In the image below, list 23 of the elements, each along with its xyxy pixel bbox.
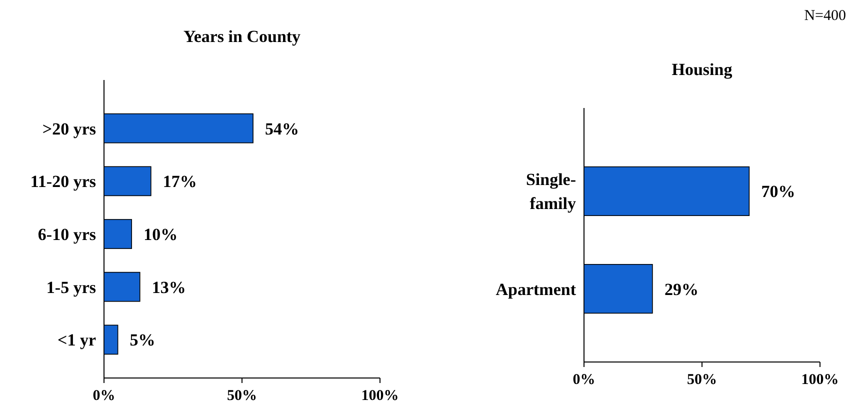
chart-title: Years in County bbox=[183, 27, 302, 46]
data-label: 29% bbox=[664, 280, 698, 299]
data-label: 70% bbox=[761, 182, 796, 202]
y-tick-label: >20 yrs bbox=[42, 119, 96, 138]
data-label: 13% bbox=[152, 278, 186, 297]
x-tick-label: 50% bbox=[227, 388, 257, 404]
text: N=400 bbox=[804, 8, 846, 24]
data-label: 17% bbox=[162, 172, 197, 192]
x-tick-label: 50% bbox=[687, 372, 717, 388]
x-tick-label: 100% bbox=[801, 372, 839, 388]
y-tick-label: 6-10 yrs bbox=[38, 225, 96, 244]
data-label: 54% bbox=[265, 119, 300, 138]
chart-title: Housing bbox=[672, 60, 733, 79]
y-tick-label: 1-5 yrs bbox=[46, 278, 96, 297]
y-tick-label: Single-family bbox=[526, 170, 576, 214]
data-label: 10% bbox=[144, 225, 178, 244]
x-tick-label: 0% bbox=[572, 372, 596, 388]
y-tick-label: Apartment bbox=[496, 280, 576, 299]
y-tick-label: 11-20 yrs bbox=[30, 172, 96, 192]
y-tick-label: <1 yr bbox=[58, 330, 96, 350]
x-tick-label: 100% bbox=[361, 388, 399, 404]
data-label: 5% bbox=[130, 330, 156, 350]
x-tick-label: 0% bbox=[92, 388, 116, 404]
